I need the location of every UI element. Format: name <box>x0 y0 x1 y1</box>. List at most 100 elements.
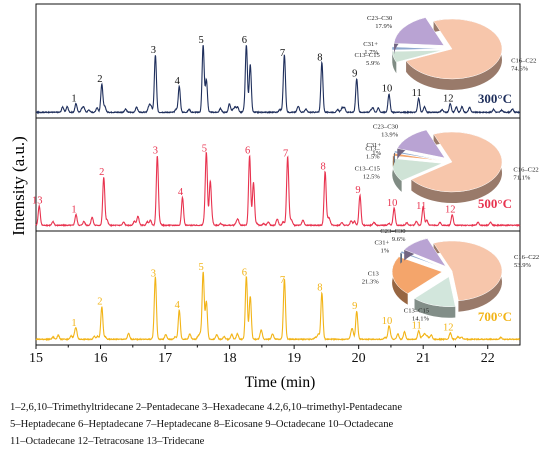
chromatogram-trace <box>35 151 521 228</box>
pie-slice-pct: 5.9% <box>366 60 380 67</box>
chromatogram-trace <box>35 271 521 342</box>
pie-slice-side <box>394 150 395 164</box>
pie-slice-name: C23–C30 <box>367 15 393 22</box>
x-tick-label: 18 <box>223 351 237 366</box>
peak-label: 7 <box>283 149 288 160</box>
peak-label: 4 <box>175 76 181 87</box>
peak-label: 3 <box>151 269 156 280</box>
pie-slice-name: C23–C30 <box>380 228 406 235</box>
pie-slice-pct: 1% <box>372 150 381 157</box>
peak-label: 8 <box>317 52 322 63</box>
pie-slice-name: C16–C22 <box>513 166 538 173</box>
temperature-label: 700°C <box>478 309 512 324</box>
pie-slice <box>403 238 447 267</box>
peak-label: 7 <box>280 48 285 59</box>
pie-charts: C16–C2274.6%C13–C155.9%C31+1.7%C23–C3017… <box>355 15 540 323</box>
x-axis: 15 16 17 18 19 20 21 22 <box>29 345 495 366</box>
pie-slice-name: C13–C15 <box>355 165 381 172</box>
pie-slice <box>433 240 503 302</box>
pie-slice-side <box>411 132 503 204</box>
peak-label: 3 <box>151 45 156 56</box>
legend-line-3: 11–Octadecane 12–Tetracosane 13–Tridecan… <box>10 436 205 447</box>
x-tick-label: 20 <box>352 351 366 366</box>
peak-label: 10 <box>382 316 393 327</box>
pie-slice <box>391 256 443 294</box>
peak-label: 5 <box>199 35 204 46</box>
pie-slice-name: C16–C22 <box>511 57 536 64</box>
pie-slice-pct: 53.9% <box>514 262 532 269</box>
peak-label: 13 <box>32 196 43 207</box>
peak-label: 10 <box>387 198 398 209</box>
peak-label: 1 <box>71 93 76 104</box>
pie-slice <box>405 18 503 80</box>
pie-slice-name: C31+ <box>375 240 390 247</box>
peak-label: 9 <box>352 301 357 312</box>
pie-slice-pct: 1% <box>380 248 389 255</box>
peak-label: 11 <box>412 88 422 99</box>
pie-slice-name: C31+ <box>366 142 381 149</box>
pie-slice-name: C31+ <box>363 41 378 48</box>
pie-slice-pct: 71.1% <box>513 174 531 181</box>
pie-slice-name: C13–C15 <box>404 308 430 315</box>
pie-slice-side <box>392 158 402 192</box>
pie-slice-side <box>400 251 402 264</box>
peak-label: 5 <box>202 143 207 154</box>
legend-line-1: 1–2,6,10–Trimethyltridecane 2–Pentadecan… <box>10 402 403 413</box>
pie-slice <box>392 152 443 161</box>
peak-label: 12 <box>443 93 454 104</box>
pie-slice-name: C13– <box>365 145 380 152</box>
pie-slice-pct: 1.7% <box>364 49 378 56</box>
peak-label: 11 <box>416 201 426 212</box>
x-tick-label: 21 <box>416 351 430 366</box>
pie-slice-pct: 21.3% <box>362 279 380 286</box>
pie-slice-pct: 17.9% <box>375 23 393 30</box>
peak-label: 6 <box>245 145 250 156</box>
peak-label: 5 <box>199 262 204 273</box>
peak-label: 1 <box>71 318 76 329</box>
pie-slice-pct: 1.5% <box>366 153 380 160</box>
x-tick-label: 22 <box>481 351 495 366</box>
x-tick-label: 16 <box>94 351 108 366</box>
peak-label: 12 <box>445 204 456 215</box>
peak-label: 6 <box>242 35 247 46</box>
pie-slice-name: C16–C22 <box>514 254 539 261</box>
peak-label: 12 <box>443 323 454 334</box>
pie-slice <box>393 17 445 46</box>
legend-line-2: 5–Heptadecane 6–Heptadecane 7–Heptadecan… <box>10 419 394 430</box>
peak-label: 10 <box>382 84 393 95</box>
pie-slice-pct: 13.9% <box>381 131 399 138</box>
pie-slice <box>391 46 443 51</box>
pie-slice-pct: 74.6% <box>511 65 529 72</box>
pie-slice <box>393 150 443 161</box>
peak-label: 8 <box>320 162 325 173</box>
peak-label: 2 <box>97 297 102 308</box>
peak-label: 6 <box>242 267 247 278</box>
pie-slice-name: C13–C15 <box>355 52 381 59</box>
pie-slice-name: C13 <box>368 271 380 278</box>
peak-label: 2 <box>97 74 102 85</box>
pie-slice-name: C23–C30 <box>373 123 399 130</box>
peak-label: 8 <box>317 283 322 294</box>
peak-label: 2 <box>99 167 104 178</box>
peak-label: 9 <box>352 69 357 80</box>
pie-slice <box>396 129 446 159</box>
peak-label: 11 <box>412 320 422 331</box>
pie-slice <box>392 50 443 63</box>
plot-frame <box>35 3 521 346</box>
peak-label: 9 <box>355 185 360 196</box>
pie-slice-pct: 12.5% <box>363 173 381 180</box>
pie-slice-side <box>392 153 394 167</box>
pie-slice <box>414 276 456 307</box>
x-axis-label: Time (min) <box>245 374 315 391</box>
temperature-label: 500°C <box>478 196 512 211</box>
x-tick-label: 15 <box>29 351 43 366</box>
y-axis-label: Intensity (a.u.) <box>9 136 28 236</box>
x-tick-label: 17 <box>158 351 172 366</box>
peak-label: 3 <box>153 145 158 156</box>
chromatogram-trace <box>36 45 521 115</box>
peak-label: 1 <box>71 204 76 215</box>
peak-label: 4 <box>178 187 184 198</box>
x-tick-label: 19 <box>287 351 301 366</box>
